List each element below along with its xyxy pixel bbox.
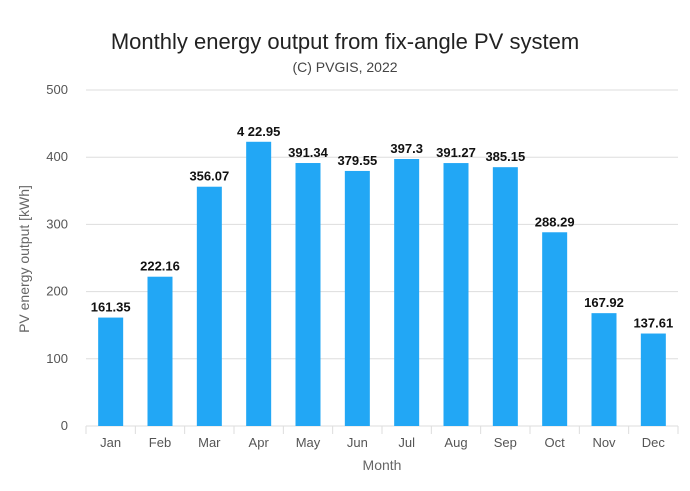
x-tick-label-jul: Jul (398, 435, 415, 450)
bar-jun (344, 170, 370, 426)
bar-jul (394, 159, 420, 426)
y-axis-ticks: 0 100 200 300 400 500 (46, 82, 68, 433)
y-tick-label: 100 (46, 351, 68, 366)
x-tick-label-apr: Apr (249, 435, 270, 450)
x-tick-label-aug: Aug (444, 435, 467, 450)
chart-subtitle: (C) PVGIS, 2022 (292, 59, 397, 75)
x-tick-label-mar: Mar (198, 435, 221, 450)
data-label-may: 391.34 (288, 145, 329, 160)
data-label-jan: 161.35 (91, 300, 131, 315)
x-tick-label-sep: Sep (494, 435, 517, 450)
data-label-oct: 288.29 (535, 214, 575, 229)
x-axis-ticks: Jan Feb Mar Apr May Jun Jul Aug Sep Oct Nov Dec (85, 426, 679, 450)
bar-oct (542, 232, 568, 426)
data-label-jun: 379.55 (337, 153, 377, 168)
data-label-apr: 4 22.95 (237, 124, 280, 139)
data-label-dec: 137.61 (633, 316, 673, 331)
x-tick-label-feb: Feb (149, 435, 171, 450)
x-tick-label-may: May (296, 435, 321, 450)
bar-apr (246, 141, 272, 427)
bar-mar (196, 186, 222, 426)
x-axis-label: Month (363, 457, 402, 473)
bar-jan (98, 317, 124, 426)
data-label-mar: 356.07 (189, 169, 229, 184)
y-axis-label: PV energy output [kWh] (16, 185, 32, 333)
x-tick-label-jun: Jun (347, 435, 368, 450)
data-label-nov: 167.92 (584, 295, 624, 310)
data-label-feb: 222.16 (140, 259, 180, 274)
data-label-aug: 391.27 (436, 145, 476, 160)
bar-may (295, 163, 321, 426)
y-tick-label: 500 (46, 82, 68, 97)
x-tick-label-jan: Jan (100, 435, 121, 450)
y-tick-label: 200 (46, 284, 68, 299)
data-label-sep: 385.15 (485, 149, 525, 164)
y-tick-label: 400 (46, 149, 68, 164)
y-tick-label: 300 (46, 216, 68, 231)
bar-nov (591, 313, 617, 426)
bar-feb (147, 276, 173, 426)
bar-dec (640, 333, 666, 426)
x-tick-label-dec: Dec (642, 435, 666, 450)
bar-aug (443, 163, 469, 426)
y-tick-label: 0 (61, 418, 68, 433)
data-labels: 161.35 222.16 356.07 4 22.95 391.34 379.55 397… (91, 124, 673, 331)
x-tick-label-nov: Nov (592, 435, 616, 450)
bar-sep (492, 167, 518, 426)
chart-title: Monthly energy output from fix-angle PV … (111, 29, 579, 54)
data-label-jul: 397.3 (390, 141, 423, 156)
bars (98, 141, 666, 427)
x-tick-label-oct: Oct (545, 435, 566, 450)
